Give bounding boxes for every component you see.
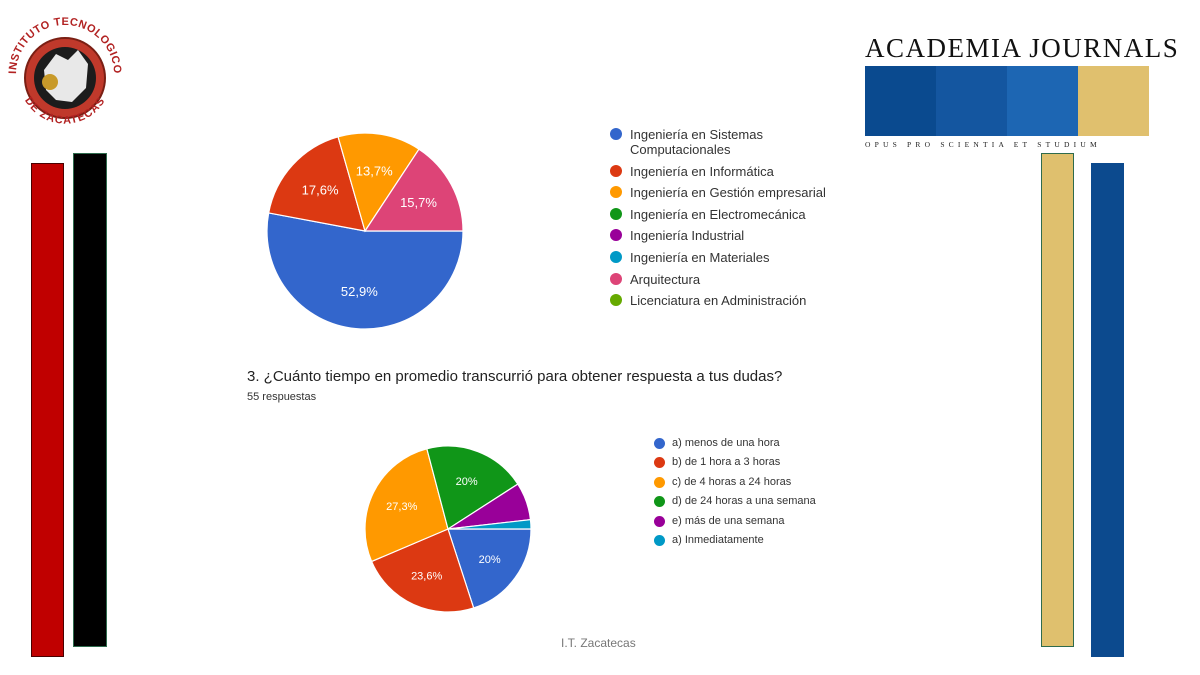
legend-item: Ingeniería en Gestión empresarial — [610, 185, 845, 200]
legend-swatch — [610, 128, 622, 140]
itz-logo: INSTITUTO TECNOLOGICO DE ZACATECAS — [7, 16, 123, 127]
pie-slice — [370, 528, 475, 613]
legend-item: a) Inmediatamente — [654, 534, 816, 547]
legend-item: Ingeniería Industrial — [610, 228, 845, 243]
legend-item: Ingeniería en Materiales — [610, 250, 845, 265]
legend-item: Ingeniería en Informática — [610, 164, 845, 179]
legend-item: b) de 1 hora a 3 horas — [654, 456, 816, 469]
legend-item: d) de 24 horas a una semana — [654, 495, 816, 508]
logo-block-1 — [865, 66, 936, 136]
slice-value-label: 20% — [479, 554, 501, 566]
legend-swatch — [654, 534, 665, 546]
legend-label: Licenciatura en Administración — [630, 293, 807, 309]
legend-swatch — [654, 457, 665, 469]
logo-block-3 — [1007, 66, 1078, 136]
footer-text: I.T. Zacatecas — [561, 636, 636, 650]
legend-label: e) más de una semana — [672, 514, 785, 527]
slice-value-label: 23,6% — [411, 571, 442, 583]
logo-color-bar — [865, 66, 1149, 136]
legend-swatch — [610, 186, 622, 199]
legend-swatch — [654, 515, 665, 527]
slice-value-label: 17,6% — [302, 183, 339, 198]
right-blue-bar — [1091, 163, 1124, 657]
gear-icon — [42, 74, 58, 90]
legend-label: c) de 4 horas a 24 horas — [672, 475, 792, 488]
legend-item: Arquitectura — [610, 272, 845, 287]
academia-journals-logo: ACADEMIA JOURNALS OPUS PRO SCIENTIA ET S… — [865, 30, 1180, 152]
pie-slice — [364, 448, 449, 563]
legend-item: c) de 4 horas a 24 horas — [654, 476, 816, 489]
logo-block-4 — [1078, 66, 1149, 136]
slice-value-label: 15,7% — [400, 195, 437, 210]
legend-swatch — [654, 438, 665, 449]
legend-item: a) menos de una hora — [654, 437, 816, 450]
legend-swatch — [654, 476, 665, 488]
right-gold-bar — [1041, 153, 1074, 647]
slice-value-label: 52,9% — [341, 284, 378, 299]
legend-swatch — [654, 496, 665, 508]
left-red-bar — [31, 163, 64, 657]
legend-label: a) Inmediatamente — [672, 533, 764, 546]
program-pie-chart: 52,9% 17,6% 13,7% 15,7% — [266, 132, 464, 330]
response-time-legend: a) menos de una hora b) de 1 hora a 3 hor… — [654, 437, 816, 553]
logo-motto: OPUS PRO SCIENTIA ET STUDIUM — [865, 140, 1101, 149]
left-black-bar — [73, 153, 107, 647]
slice-value-label: 27,3% — [386, 501, 417, 513]
legend-label: b) de 1 hora a 3 horas — [672, 456, 781, 469]
pie-slice — [363, 148, 464, 232]
legend-label: Ingeniería Industrial — [630, 228, 745, 244]
response-time-pie-chart: 20% 23,6% 27,3% 20% — [364, 445, 532, 613]
question-title: 3. ¿Cuánto tiempo en promedio transcurri… — [247, 368, 783, 385]
legend-item: e) más de una semana — [654, 515, 816, 528]
legend-label: Arquitectura — [630, 271, 701, 287]
legend-label: Ingeniería en Materiales — [630, 249, 770, 265]
legend-swatch — [610, 207, 622, 220]
legend-swatch — [610, 272, 622, 285]
pie-slice — [447, 518, 532, 530]
slice-value-label: 20% — [456, 476, 478, 488]
legend-label: d) de 24 horas a una semana — [672, 495, 816, 508]
legend-item: Ingeniería en Electromecánica — [610, 207, 845, 222]
slice-value-label: 13,7% — [356, 163, 393, 178]
legend-swatch — [610, 250, 622, 263]
pie-slice — [447, 528, 532, 609]
legend-item: Ingeniería en Sistemas Computacionales — [610, 127, 845, 157]
pie-slice — [267, 136, 366, 232]
legend-label: Ingeniería en Sistemas Computacionales — [630, 127, 763, 157]
legend-label: Ingeniería en Gestión empresarial — [630, 185, 826, 201]
legend-label: a) menos de una hora — [672, 437, 780, 449]
logo-block-2 — [936, 66, 1007, 136]
legend-swatch — [610, 294, 622, 307]
response-count: 55 respuestas — [247, 391, 317, 403]
pie-slice — [337, 132, 420, 233]
map-icon — [44, 50, 88, 102]
pie-slice — [426, 445, 519, 530]
pie-slice — [266, 212, 464, 330]
legend-swatch — [610, 164, 622, 177]
program-legend: Ingeniería en Sistemas Computacionales In… — [610, 127, 845, 315]
legend-label: Ingeniería en Electromecánica — [630, 206, 806, 222]
logo-title: ACADEMIA JOURNALS — [865, 33, 1180, 63]
legend-swatch — [610, 229, 622, 242]
legend-label: Ingeniería en Informática — [630, 163, 774, 179]
legend-item: Licenciatura en Administración — [610, 293, 845, 308]
